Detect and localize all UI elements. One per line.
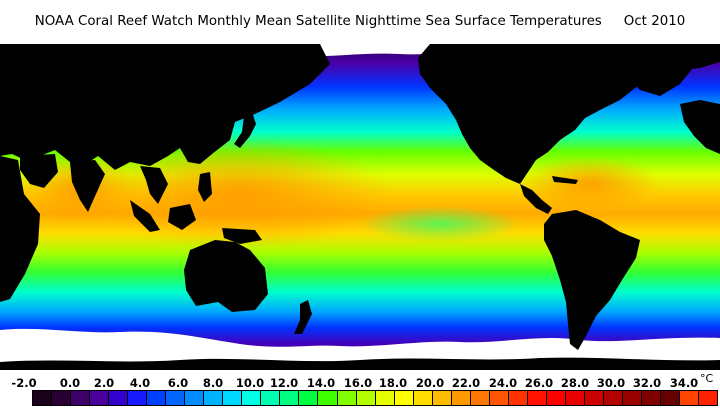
color-scale-swatch bbox=[375, 391, 395, 405]
color-scale-swatch bbox=[166, 391, 186, 405]
legend-label: 34.0 bbox=[669, 376, 699, 390]
color-scale-swatch bbox=[128, 391, 148, 405]
landmasses bbox=[0, 44, 720, 370]
color-scale-swatch bbox=[508, 391, 528, 405]
color-scale-swatch bbox=[451, 391, 471, 405]
map-title: NOAA Coral Reef Watch Monthly Mean Satel… bbox=[0, 11, 720, 33]
legend-unit: °C bbox=[700, 372, 714, 385]
land-indochina bbox=[140, 166, 168, 204]
color-scale-swatch bbox=[470, 391, 490, 405]
land-newguinea bbox=[222, 228, 262, 244]
color-scale-swatch bbox=[71, 391, 91, 405]
warm-pool-west-pacific bbox=[90, 139, 390, 249]
legend-label: 28.0 bbox=[560, 376, 590, 390]
color-scale-swatch bbox=[565, 391, 585, 405]
legend-label: 26.0 bbox=[524, 376, 554, 390]
legend-label: 20.0 bbox=[415, 376, 445, 390]
color-scale-swatch bbox=[299, 391, 319, 405]
color-scale-swatch bbox=[699, 391, 718, 405]
legend-label: 12.0 bbox=[269, 376, 299, 390]
color-scale-swatch bbox=[356, 391, 376, 405]
color-scale-swatch bbox=[603, 391, 623, 405]
color-scale-swatch bbox=[661, 391, 681, 405]
color-scale-swatch bbox=[90, 391, 110, 405]
land-india bbox=[70, 160, 105, 212]
equatorial-cold-tongue bbox=[360, 206, 520, 242]
color-scale-swatch bbox=[33, 391, 53, 405]
color-scale-swatch bbox=[280, 391, 300, 405]
color-scale-bar bbox=[32, 390, 718, 406]
color-scale-swatch bbox=[584, 391, 604, 405]
land-antarctica bbox=[0, 357, 720, 370]
color-scale-swatch bbox=[642, 391, 662, 405]
land-philippines bbox=[198, 172, 212, 202]
color-scale-swatch bbox=[680, 391, 700, 405]
land-south-america bbox=[544, 210, 640, 350]
land-europe bbox=[680, 100, 720, 154]
land-newzealand bbox=[294, 300, 312, 334]
color-scale-swatch bbox=[432, 391, 452, 405]
land-japan bbox=[234, 112, 256, 148]
legend-label: 0.0 bbox=[59, 376, 81, 390]
land-central-america bbox=[520, 184, 552, 214]
color-scale-swatch bbox=[242, 391, 262, 405]
color-scale-swatch bbox=[394, 391, 414, 405]
legend-label: 32.0 bbox=[632, 376, 662, 390]
legend-label: 18.0 bbox=[378, 376, 408, 390]
land-arabia bbox=[20, 154, 58, 188]
color-scale-swatch bbox=[337, 391, 357, 405]
legend-label: 16.0 bbox=[343, 376, 373, 390]
legend-label: 14.0 bbox=[306, 376, 336, 390]
title-date: Oct 2010 bbox=[623, 14, 686, 29]
sst-map bbox=[0, 44, 720, 370]
color-scale-swatch bbox=[318, 391, 338, 405]
legend-label: 10.0 bbox=[235, 376, 265, 390]
legend-label: -2.0 bbox=[11, 376, 37, 390]
land-greenland bbox=[610, 44, 700, 96]
title-main: NOAA Coral Reef Watch Monthly Mean Satel… bbox=[34, 14, 602, 29]
legend-label: 4.0 bbox=[129, 376, 151, 390]
color-scale-swatch bbox=[223, 391, 243, 405]
color-scale-swatch bbox=[413, 391, 433, 405]
land-sumatra bbox=[130, 200, 160, 232]
land-asia bbox=[0, 44, 330, 170]
legend-label: 30.0 bbox=[596, 376, 626, 390]
color-scale-swatch bbox=[204, 391, 224, 405]
land-cuba bbox=[552, 176, 578, 184]
land-africa bbox=[0, 156, 40, 302]
color-scale-swatch bbox=[185, 391, 205, 405]
legend-label: 8.0 bbox=[202, 376, 224, 390]
legend-label: 6.0 bbox=[167, 376, 189, 390]
legend-labels: -2.0 0.0 2.0 4.0 6.0 8.0 10.0 12.0 14.0 … bbox=[0, 376, 720, 390]
legend-label: 24.0 bbox=[488, 376, 518, 390]
color-scale-swatch bbox=[527, 391, 547, 405]
color-scale-swatch bbox=[622, 391, 642, 405]
color-scale-swatch bbox=[109, 391, 129, 405]
color-scale-swatch bbox=[52, 391, 72, 405]
legend-label: 2.0 bbox=[93, 376, 115, 390]
sst-map-svg bbox=[0, 44, 720, 370]
color-scale-swatch bbox=[147, 391, 167, 405]
warm-pool-atlantic bbox=[520, 156, 660, 212]
land-borneo bbox=[168, 204, 196, 230]
color-scale-swatch bbox=[261, 391, 281, 405]
color-scale-swatch bbox=[546, 391, 566, 405]
land-australia bbox=[184, 240, 268, 312]
color-scale-swatch bbox=[489, 391, 509, 405]
legend-label: 22.0 bbox=[451, 376, 481, 390]
